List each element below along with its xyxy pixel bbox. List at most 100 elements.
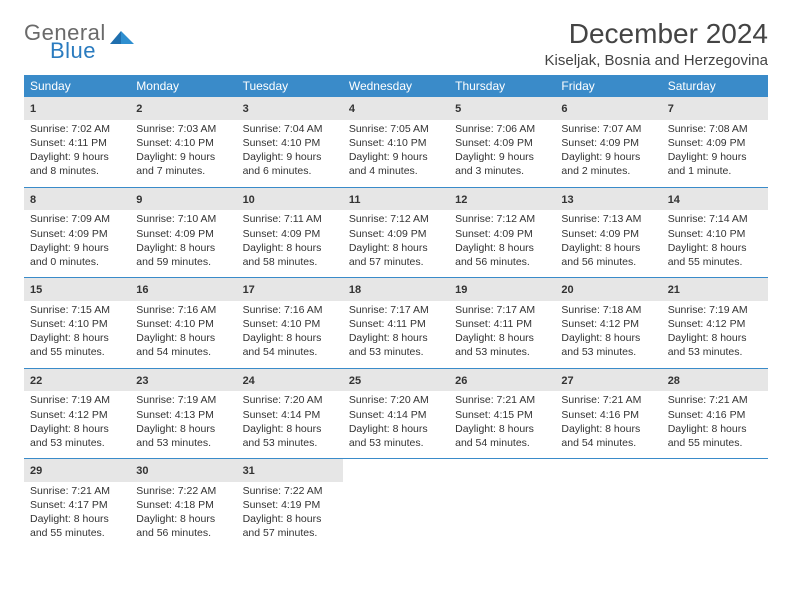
sunset-line: Sunset: 4:12 PM <box>30 408 124 422</box>
calendar-week-row: 1Sunrise: 7:02 AMSunset: 4:11 PMDaylight… <box>24 97 768 187</box>
sunset-line: Sunset: 4:09 PM <box>561 136 655 150</box>
sunset-line: Sunset: 4:12 PM <box>561 317 655 331</box>
sunset-line: Sunset: 4:09 PM <box>455 227 549 241</box>
day-header: 18 <box>343 278 449 301</box>
weekday-wednesday: Wednesday <box>343 75 449 97</box>
daylight-line: Daylight: 9 hours and 2 minutes. <box>561 150 655 178</box>
sunrise-line: Sunrise: 7:19 AM <box>668 303 762 317</box>
day-header: 12 <box>449 188 555 211</box>
day-header: 29 <box>24 459 130 482</box>
calendar-day-cell: 22Sunrise: 7:19 AMSunset: 4:12 PMDayligh… <box>24 368 130 459</box>
day-number: 7 <box>668 100 762 117</box>
day-header: 17 <box>237 278 343 301</box>
daylight-line: Daylight: 8 hours and 56 minutes. <box>561 241 655 269</box>
sunrise-line: Sunrise: 7:16 AM <box>136 303 230 317</box>
daylight-line: Daylight: 8 hours and 53 minutes. <box>243 422 337 450</box>
day-header: 4 <box>343 97 449 120</box>
sunset-line: Sunset: 4:15 PM <box>455 408 549 422</box>
sunrise-line: Sunrise: 7:07 AM <box>561 122 655 136</box>
sunrise-line: Sunrise: 7:03 AM <box>136 122 230 136</box>
daylight-line: Daylight: 8 hours and 57 minutes. <box>243 512 337 540</box>
weekday-monday: Monday <box>130 75 236 97</box>
logo: General Blue <box>24 18 134 62</box>
daylight-line: Daylight: 8 hours and 55 minutes. <box>30 512 124 540</box>
day-number: 10 <box>243 191 337 208</box>
day-number: 24 <box>243 372 337 389</box>
day-header: 19 <box>449 278 555 301</box>
sunset-line: Sunset: 4:13 PM <box>136 408 230 422</box>
sunrise-line: Sunrise: 7:09 AM <box>30 212 124 226</box>
logo-mark-icon <box>110 28 134 44</box>
weekday-sunday: Sunday <box>24 75 130 97</box>
sunset-line: Sunset: 4:14 PM <box>243 408 337 422</box>
calendar-day-cell: 24 Sunrise: 7:20 AMSunset: 4:14 PMDayligh… <box>237 368 343 459</box>
sunrise-line: Sunrise: 7:02 AM <box>30 122 124 136</box>
calendar-day-cell: 7 Sunrise: 7:08 AMSunset: 4:09 PMDaylight… <box>662 97 768 187</box>
weekday-friday: Friday <box>555 75 661 97</box>
daylight-line: Daylight: 9 hours and 1 minute. <box>668 150 762 178</box>
calendar-table: Sunday Monday Tuesday Wednesday Thursday… <box>24 75 768 549</box>
calendar-body: 1Sunrise: 7:02 AMSunset: 4:11 PMDaylight… <box>24 97 768 549</box>
calendar-day-cell: 3Sunrise: 7:04 AMSunset: 4:10 PMDaylight… <box>237 97 343 187</box>
sunset-line: Sunset: 4:10 PM <box>30 317 124 331</box>
sunrise-line: Sunrise: 7:19 AM <box>136 393 230 407</box>
sunrise-line: Sunrise: 7:10 AM <box>136 212 230 226</box>
calendar-day-cell: 31Sunrise: 7:22 AMSunset: 4:19 PMDayligh… <box>237 459 343 549</box>
sunrise-line: Sunrise: 7:04 AM <box>243 122 337 136</box>
calendar-day-cell: 8Sunrise: 7:09 AMSunset: 4:09 PMDaylight… <box>24 187 130 278</box>
daylight-line: Daylight: 8 hours and 56 minutes. <box>136 512 230 540</box>
daylight-line: Daylight: 8 hours and 53 minutes. <box>136 422 230 450</box>
daylight-line: Daylight: 8 hours and 58 minutes. <box>243 241 337 269</box>
day-header: 23 <box>130 369 236 392</box>
day-number: 2 <box>136 100 230 117</box>
calendar-day-cell: 4Sunrise: 7:05 AMSunset: 4:10 PMDaylight… <box>343 97 449 187</box>
calendar-day-cell <box>449 459 555 549</box>
day-number: 12 <box>455 191 549 208</box>
daylight-line: Daylight: 8 hours and 54 minutes. <box>561 422 655 450</box>
sunrise-line: Sunrise: 7:18 AM <box>561 303 655 317</box>
daylight-line: Daylight: 8 hours and 55 minutes. <box>668 422 762 450</box>
day-header: 11 <box>343 188 449 211</box>
daylight-line: Daylight: 8 hours and 55 minutes. <box>30 331 124 359</box>
day-header: 13 <box>555 188 661 211</box>
sunrise-line: Sunrise: 7:21 AM <box>561 393 655 407</box>
sunrise-line: Sunrise: 7:21 AM <box>668 393 762 407</box>
day-number: 30 <box>136 462 230 479</box>
logo-text-blue: Blue <box>50 40 96 62</box>
sunrise-line: Sunrise: 7:15 AM <box>30 303 124 317</box>
day-number: 29 <box>30 462 124 479</box>
page-title: December 2024 <box>545 18 768 50</box>
weekday-saturday: Saturday <box>662 75 768 97</box>
sunrise-line: Sunrise: 7:12 AM <box>455 212 549 226</box>
calendar-day-cell: 16Sunrise: 7:16 AMSunset: 4:10 PMDayligh… <box>130 278 236 369</box>
daylight-line: Daylight: 9 hours and 8 minutes. <box>30 150 124 178</box>
weekday-tuesday: Tuesday <box>237 75 343 97</box>
sunrise-line: Sunrise: 7:16 AM <box>243 303 337 317</box>
day-header: 6 <box>555 97 661 120</box>
day-header: 27 <box>555 369 661 392</box>
sunset-line: Sunset: 4:17 PM <box>30 498 124 512</box>
day-number: 23 <box>136 372 230 389</box>
sunset-line: Sunset: 4:18 PM <box>136 498 230 512</box>
sunset-line: Sunset: 4:11 PM <box>455 317 549 331</box>
sunrise-line: Sunrise: 7:08 AM <box>668 122 762 136</box>
day-header: 2 <box>130 97 236 120</box>
day-number: 9 <box>136 191 230 208</box>
sunset-line: Sunset: 4:10 PM <box>136 317 230 331</box>
day-header: 20 <box>555 278 661 301</box>
day-header: 8 <box>24 188 130 211</box>
sunset-line: Sunset: 4:09 PM <box>243 227 337 241</box>
day-number: 3 <box>243 100 337 117</box>
daylight-line: Daylight: 8 hours and 54 minutes. <box>455 422 549 450</box>
daylight-line: Daylight: 8 hours and 53 minutes. <box>349 422 443 450</box>
sunset-line: Sunset: 4:09 PM <box>668 136 762 150</box>
calendar-day-cell <box>343 459 449 549</box>
day-number: 28 <box>668 372 762 389</box>
sunrise-line: Sunrise: 7:20 AM <box>349 393 443 407</box>
sunrise-line: Sunrise: 7:20 AM <box>243 393 337 407</box>
day-number: 20 <box>561 281 655 298</box>
day-header: 21 <box>662 278 768 301</box>
day-number: 11 <box>349 191 443 208</box>
sunrise-line: Sunrise: 7:14 AM <box>668 212 762 226</box>
daylight-line: Daylight: 9 hours and 3 minutes. <box>455 150 549 178</box>
